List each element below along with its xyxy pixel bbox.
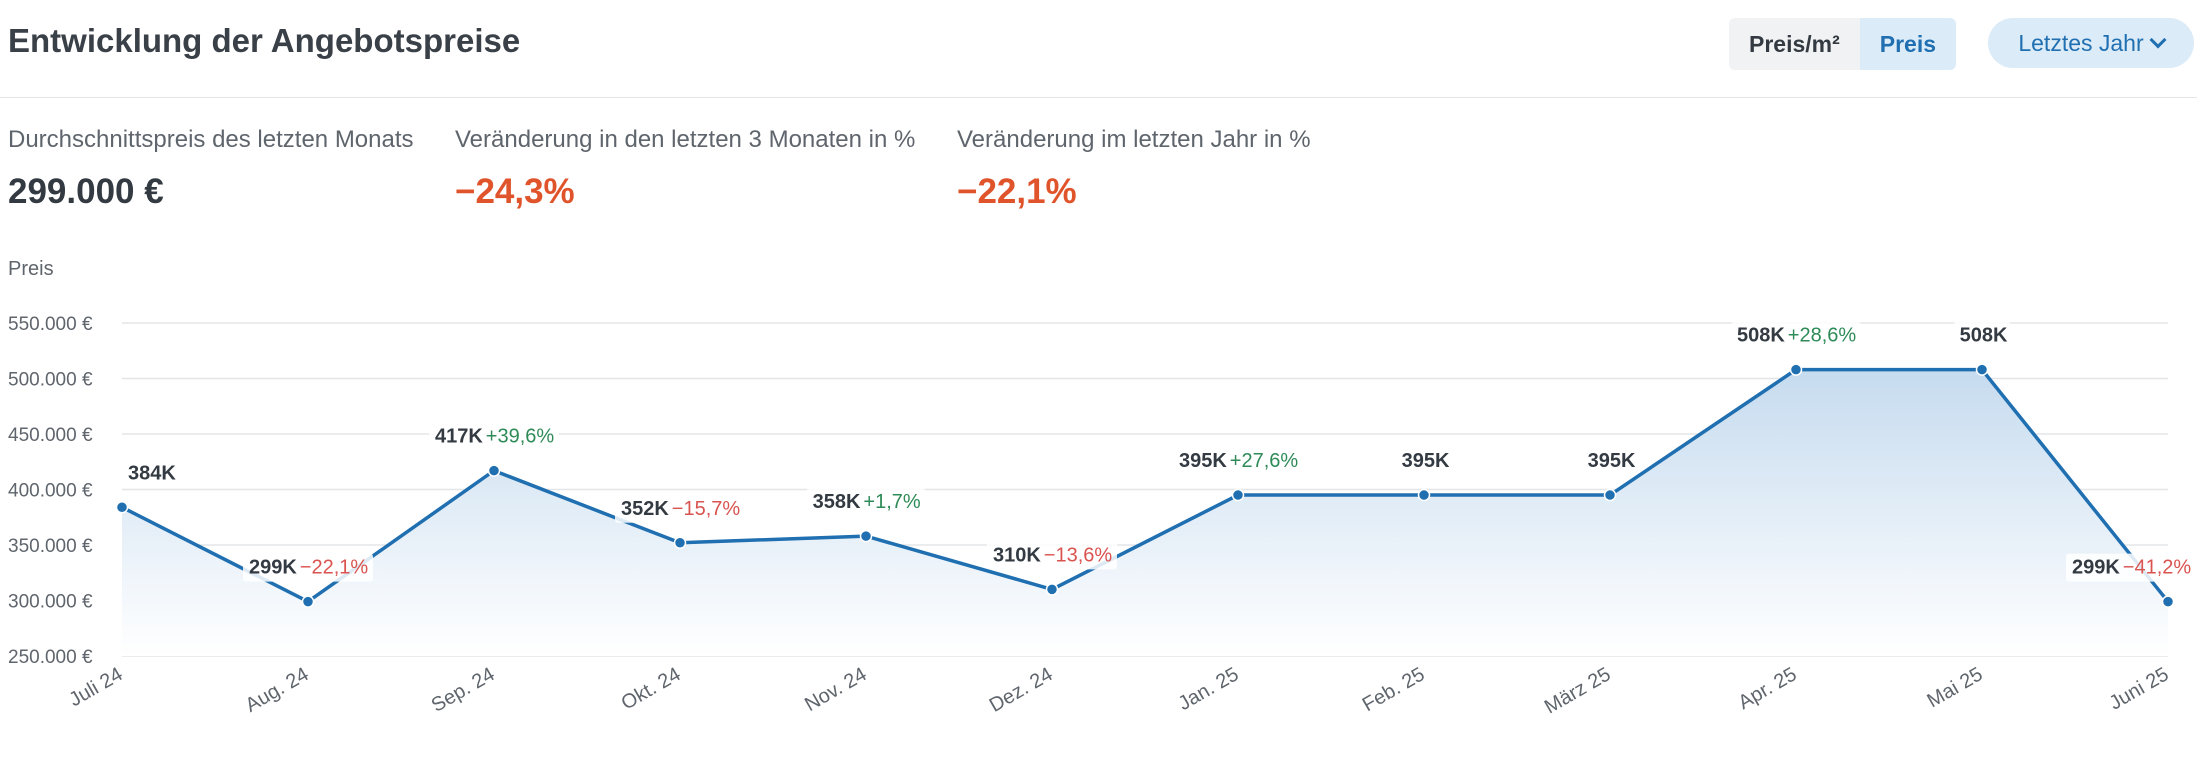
x-tick-label: Sep. 24 — [428, 663, 499, 717]
data-value-label: 395K — [1179, 450, 1227, 472]
stat-label: Durchschnittspreis des letzten Monats — [8, 126, 414, 153]
stat-change-1-year: Veränderung im letzten Jahr in % −22,1% — [957, 126, 1311, 212]
data-label-bg — [806, 488, 926, 517]
x-tick-label: Okt. 24 — [618, 663, 685, 714]
data-point — [1045, 583, 1059, 596]
data-value-label: 384K — [128, 462, 176, 484]
x-tick-label: März 25 — [1541, 663, 1615, 718]
data-label-bg — [1173, 447, 1303, 476]
stat-value: 299.000 € — [8, 172, 164, 211]
y-tick-label: 550.000 € — [8, 314, 93, 335]
x-tick-label: Aug. 24 — [242, 663, 313, 717]
toggle-price[interactable]: Preis — [1859, 18, 1957, 70]
series-line — [121, 367, 2170, 604]
data-change-label: −13,6% — [1044, 544, 1113, 566]
period-dropdown[interactable]: Letztes Jahr — [1988, 18, 2194, 68]
data-value-label: 358K — [813, 491, 861, 513]
y-tick-label: 250.000 € — [8, 647, 93, 668]
stat-last-month: Durchschnittspreis des letzten Monats 29… — [8, 126, 414, 212]
x-tick-label: Feb. 25 — [1359, 663, 1429, 716]
data-value-label: 395K — [1588, 450, 1636, 472]
x-tick-label: Juni 25 — [2106, 663, 2173, 714]
data-point — [487, 464, 501, 477]
toggle-price-per-sqm[interactable]: Preis/m² — [1729, 18, 1860, 70]
stat-label: Veränderung in den letzten 3 Monaten in … — [455, 126, 916, 153]
data-point — [1603, 488, 1617, 502]
data-point — [673, 536, 687, 550]
x-tick-label: Mai 25 — [1924, 663, 1987, 712]
stat-label: Veränderung im letzten Jahr in % — [957, 126, 1311, 153]
data-label-bg — [987, 541, 1117, 570]
data-value-label: 508K — [1737, 325, 1785, 347]
data-label-bg — [1395, 447, 1453, 476]
data-point — [1417, 488, 1431, 502]
data-label-bg — [1581, 447, 1639, 476]
data-point — [1975, 363, 1989, 376]
y-tick-label: 500.000 € — [8, 370, 93, 391]
data-value-label: 299K — [249, 557, 297, 579]
data-value-label: 299K — [2072, 557, 2120, 579]
data-point — [2161, 595, 2175, 608]
data-point — [1231, 488, 1245, 502]
data-change-label: −15,7% — [672, 498, 741, 520]
x-tick-label: Nov. 24 — [801, 663, 870, 716]
data-point — [859, 529, 873, 543]
data-point — [1789, 363, 1803, 376]
data-label-bg — [1731, 321, 1861, 350]
chart-header: Entwicklung der Angebotspreise Preis/m² … — [0, 0, 2197, 98]
data-label-bg — [243, 553, 373, 582]
data-value-label: 352K — [621, 498, 669, 520]
y-tick-label: 450.000 € — [8, 425, 93, 446]
x-tick-label: Juli 24 — [65, 663, 126, 711]
page-title: Entwicklung der Angebotspreise — [8, 22, 521, 59]
metric-toggle: Preis/m² Preis — [1729, 18, 1957, 70]
data-label-bg — [122, 459, 179, 488]
data-point — [301, 595, 315, 608]
stat-value: −24,3% — [455, 172, 575, 211]
data-change-label: +27,6% — [1230, 450, 1299, 472]
data-label-bg — [2066, 553, 2196, 582]
data-value-label: 395K — [1402, 450, 1450, 472]
data-value-label: 508K — [1960, 325, 2008, 347]
x-tick-label: Dez. 24 — [986, 663, 1057, 717]
x-tick-label: Apr. 25 — [1735, 663, 1801, 714]
y-axis-title: Preis — [8, 258, 54, 280]
data-point — [115, 501, 129, 514]
y-tick-label: 300.000 € — [8, 592, 93, 613]
data-change-label: +28,6% — [1788, 325, 1857, 347]
area-fill — [122, 369, 2168, 656]
data-change-label: −41,2% — [2123, 557, 2192, 579]
stat-value: −22,1% — [957, 172, 1077, 211]
x-tick-label: Jan. 25 — [1175, 663, 1243, 715]
y-tick-label: 400.000 € — [8, 481, 93, 502]
data-change-label: +39,6% — [486, 426, 555, 448]
data-change-label: −22,1% — [300, 557, 369, 579]
stat-change-3-months: Veränderung in den letzten 3 Monaten in … — [455, 126, 915, 212]
data-change-label: +1,7% — [863, 491, 920, 513]
data-value-label: 310K — [993, 544, 1041, 566]
data-label-bg — [1953, 321, 2011, 350]
y-tick-label: 350.000 € — [8, 536, 93, 557]
data-label-bg — [429, 422, 559, 451]
data-label-bg — [615, 494, 745, 523]
period-label: Letztes Jahr — [2018, 29, 2144, 56]
data-value-label: 417K — [435, 426, 483, 448]
